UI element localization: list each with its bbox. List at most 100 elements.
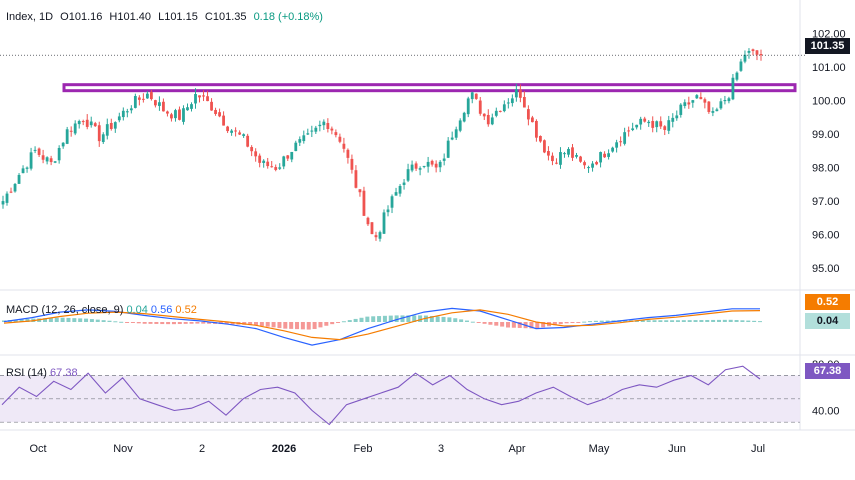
candle-body bbox=[306, 133, 310, 135]
time-axis-label: Nov bbox=[113, 443, 133, 455]
price-axis-label: 96.00 bbox=[812, 229, 840, 241]
macd-hist-bar bbox=[388, 315, 393, 322]
candle-body bbox=[125, 111, 129, 113]
candle-body bbox=[751, 49, 755, 52]
low-value: L101.15 bbox=[158, 11, 198, 23]
macd-hist-bar bbox=[470, 321, 475, 323]
time-axis-label: 2 bbox=[199, 443, 205, 455]
candle-body bbox=[655, 121, 659, 128]
macd-hist-bar bbox=[675, 320, 680, 322]
macd-hist-bar bbox=[728, 319, 733, 322]
macd-hist-bar bbox=[382, 315, 387, 322]
macd-hist-bar bbox=[142, 322, 147, 324]
candle-body bbox=[731, 77, 735, 100]
candle-body bbox=[242, 134, 246, 136]
candle-body bbox=[302, 135, 306, 142]
signal-line bbox=[3, 309, 761, 341]
candle-body bbox=[178, 109, 181, 120]
macd-hist-bar bbox=[740, 320, 745, 322]
candle-body bbox=[583, 162, 586, 166]
macd-hist-bar bbox=[148, 322, 153, 324]
change-value: 0.18 (+0.18%) bbox=[253, 11, 323, 23]
macd-signal-value: 0.52 bbox=[175, 304, 197, 316]
macd-hist-bar bbox=[306, 322, 311, 330]
macd-hist-bar bbox=[664, 320, 669, 322]
macd-hist-bar bbox=[570, 322, 575, 323]
price-axis-label: 95.00 bbox=[812, 263, 840, 275]
macd-hist-bar bbox=[48, 317, 53, 322]
candle-body bbox=[129, 108, 133, 111]
candle-body bbox=[458, 120, 462, 131]
candle-body bbox=[719, 101, 723, 109]
candle-body bbox=[559, 152, 562, 165]
candle-body bbox=[727, 98, 731, 102]
macd-hist-bar bbox=[183, 322, 188, 324]
candle-body bbox=[526, 109, 530, 120]
candle-body bbox=[254, 151, 258, 157]
macd-hist-bar bbox=[324, 322, 329, 326]
candle-body bbox=[675, 115, 679, 119]
candle-body bbox=[33, 149, 37, 151]
macd-hist-bar bbox=[365, 316, 370, 322]
price-axis-label: 98.00 bbox=[812, 162, 840, 174]
candle-body bbox=[338, 136, 342, 142]
candle-body bbox=[198, 95, 201, 98]
candle-body bbox=[571, 147, 574, 158]
macd-hist-bar bbox=[347, 320, 352, 322]
candle-body bbox=[290, 151, 294, 160]
macd-hist-bar bbox=[564, 322, 569, 324]
macd-hist-bar bbox=[511, 322, 516, 328]
macd-hist-bar bbox=[517, 322, 522, 328]
candle-body bbox=[270, 166, 274, 168]
candle-body bbox=[65, 129, 69, 144]
macd-hist-bar bbox=[582, 321, 587, 323]
candle-body bbox=[41, 155, 45, 160]
candle-body bbox=[342, 143, 346, 149]
candle-body bbox=[466, 98, 470, 115]
candle-body bbox=[186, 107, 189, 111]
macd-hist-badge: 0.04 bbox=[805, 313, 850, 329]
candle-body bbox=[382, 212, 386, 234]
macd-hist-bar bbox=[687, 320, 692, 322]
candle-body bbox=[442, 158, 446, 161]
candle-body bbox=[294, 142, 298, 152]
rsi-line bbox=[1, 365, 761, 426]
candle-body bbox=[422, 165, 426, 167]
macd-hist-bar bbox=[693, 320, 698, 322]
rsi-title: RSI (14) bbox=[6, 367, 47, 379]
candle-body bbox=[386, 209, 390, 213]
candle-body bbox=[222, 115, 225, 126]
candle-body bbox=[659, 121, 663, 127]
candle-body bbox=[615, 142, 619, 148]
candle-body bbox=[522, 97, 526, 108]
time-axis-label: Oct bbox=[29, 443, 46, 455]
candle-body bbox=[154, 100, 157, 106]
macd-hist-bar bbox=[576, 322, 581, 323]
macd-hist-bar bbox=[25, 318, 30, 322]
candle-body bbox=[450, 137, 454, 140]
macd-hist-bar bbox=[640, 320, 645, 322]
close-value: C101.35 bbox=[204, 11, 247, 23]
macd-hist-bar bbox=[734, 320, 739, 322]
candle-body bbox=[398, 186, 402, 194]
candle-body bbox=[595, 162, 598, 165]
candle-body bbox=[707, 101, 711, 112]
candle-body bbox=[45, 157, 49, 162]
candle-body bbox=[631, 128, 635, 131]
candle-body bbox=[190, 104, 193, 109]
candle-body bbox=[370, 222, 374, 235]
candle-body bbox=[414, 163, 418, 169]
candle-body bbox=[643, 118, 647, 122]
macd-hist-bar bbox=[341, 321, 346, 323]
candle-body bbox=[603, 153, 606, 158]
macd-hist-bar bbox=[441, 316, 446, 322]
macd-hist-bar bbox=[154, 322, 159, 324]
candle-body bbox=[234, 130, 238, 132]
macd-hist-bar bbox=[95, 319, 100, 322]
candle-body bbox=[555, 162, 558, 164]
macd-hist-bar bbox=[300, 322, 305, 330]
candle-body bbox=[194, 94, 197, 104]
candle-body bbox=[591, 163, 594, 168]
candle-body bbox=[755, 50, 759, 55]
macd-hist-bar bbox=[705, 319, 710, 322]
